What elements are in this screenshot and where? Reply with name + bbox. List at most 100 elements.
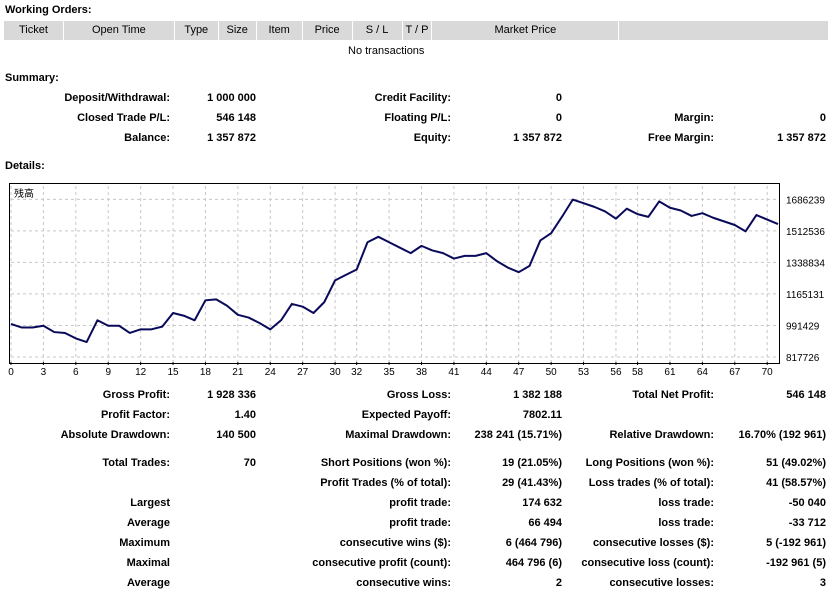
details-value: -192 961 (5) [766, 557, 826, 569]
x-tick-label: 47 [513, 367, 525, 378]
details-value: 3 [819, 577, 826, 589]
summary-label: Free Margin: [647, 132, 714, 144]
summary-value: 1 357 872 [207, 132, 256, 144]
details-label: Short Positions (won %): [320, 457, 451, 469]
x-tick-label: 27 [297, 367, 309, 378]
details-value: 5 (-192 961) [766, 537, 826, 549]
details-value: 140 500 [216, 429, 256, 441]
x-tick-label: 6 [73, 367, 79, 378]
summary-value: 546 148 [216, 112, 256, 124]
summary-label: Credit Facility: [374, 92, 451, 104]
x-tick-label: 70 [762, 367, 774, 378]
summary-value: 1 357 872 [513, 132, 562, 144]
x-tick-label: 35 [384, 367, 396, 378]
orders-column-header[interactable]: T / P [402, 21, 433, 40]
details-value: 6 (464 796) [505, 537, 562, 549]
summary-label: Deposit/Withdrawal: [64, 92, 170, 104]
x-tick-label: 67 [729, 367, 741, 378]
details-label: Profit Trades (% of total): [320, 477, 451, 489]
x-tick-label: 53 [578, 367, 590, 378]
x-tick-label: 56 [610, 367, 622, 378]
summary-value: 1 000 000 [207, 92, 256, 104]
y-tick-label: 1338834 [786, 258, 825, 269]
details-label: Absolute Drawdown: [60, 429, 170, 441]
details-value: 29 (41.43%) [502, 477, 562, 489]
orders-column-header[interactable]: Price [302, 21, 353, 40]
details-label: consecutive losses: [609, 577, 714, 589]
details-label: loss trade: [658, 517, 714, 529]
details-label: consecutive profit (count): [312, 557, 451, 569]
details-value: 70 [243, 457, 256, 469]
summary-value: 0 [555, 112, 562, 124]
summary-label: Closed Trade P/L: [77, 112, 170, 124]
details-label: Expected Payoff: [361, 409, 451, 421]
orders-column-header[interactable]: Item [256, 21, 303, 40]
x-tick-label: 21 [232, 367, 244, 378]
x-tick-label: 0 [8, 367, 14, 378]
details-label: consecutive wins: [356, 577, 451, 589]
details-label: profit trade: [389, 497, 451, 509]
y-tick-label: 1512536 [786, 227, 825, 238]
details-label: Profit Factor: [100, 409, 170, 421]
x-tick-label: 24 [265, 367, 277, 378]
details-label: Total Trades: [102, 457, 170, 469]
details-value: 2 [555, 577, 562, 589]
details-value: 41 (58.57%) [766, 477, 826, 489]
orders-column-header[interactable]: Ticket [4, 21, 64, 40]
summary-value: 0 [555, 92, 562, 104]
x-tick-label: 64 [697, 367, 709, 378]
balance-chart-frame [9, 183, 780, 364]
working-orders-title: Working Orders: [5, 4, 92, 16]
details-label: consecutive losses ($): [592, 537, 714, 549]
details-label: consecutive loss (count): [581, 557, 714, 569]
x-tick-label: 9 [105, 367, 111, 378]
x-tick-label: 50 [546, 367, 558, 378]
details-value: 1.40 [234, 409, 256, 421]
details-label: Maximal [126, 557, 170, 569]
x-tick-label: 58 [632, 367, 644, 378]
details-value: 1 928 336 [207, 389, 256, 401]
x-tick-label: 32 [351, 367, 363, 378]
details-value: 51 (49.02%) [766, 457, 826, 469]
balance-chart: 0 3 6 9 12 15 18 21 24 27 30 32 35 38 41 44 47 50 53 56 58 61… [8, 186, 825, 378]
y-tick-label: 1165131 [786, 290, 825, 301]
x-tick-label: 44 [481, 367, 493, 378]
details-value: 174 632 [522, 497, 562, 509]
x-tick-label: 30 [330, 367, 342, 378]
orders-column-header[interactable]: Size [218, 21, 257, 40]
details-title: Details: [5, 160, 45, 172]
orders-column-header[interactable]: Market Price [432, 21, 620, 40]
chart-title: 残高 [14, 187, 34, 200]
details-label: Maximal Drawdown: [345, 429, 451, 441]
details-label: Maximum [119, 537, 170, 549]
details-value: -33 712 [788, 517, 826, 529]
details-label: Loss trades (% of total): [588, 477, 714, 489]
details-label: profit trade: [389, 517, 451, 529]
details-label: Total Net Profit: [632, 389, 714, 401]
summary-label: Balance: [124, 132, 170, 144]
details-value: 7802.11 [522, 409, 562, 421]
details-value: 546 148 [786, 389, 826, 401]
x-tick-label: 18 [200, 367, 212, 378]
details-value: -50 040 [788, 497, 826, 509]
orders-column-header[interactable] [619, 21, 829, 40]
details-value: 238 241 (15.71%) [474, 429, 562, 441]
orders-column-header[interactable]: Type [174, 21, 219, 40]
details-value: 1 382 188 [513, 389, 562, 401]
y-tick-label: 1686239 [786, 195, 825, 206]
summary-value: 0 [819, 112, 826, 124]
orders-column-header[interactable]: S / L [352, 21, 403, 40]
details-value: 19 (21.05%) [502, 457, 562, 469]
orders-empty-text: No transactions [348, 45, 425, 57]
x-tick-label: 61 [664, 367, 676, 378]
details-value: 16.70% (192 961) [738, 429, 826, 441]
orders-column-header[interactable]: Open Time [63, 21, 175, 40]
details-value: 464 796 (6) [505, 557, 562, 569]
x-tick-label: 3 [41, 367, 47, 378]
x-tick-label: 12 [135, 367, 147, 378]
summary-label: Margin: [674, 112, 714, 124]
summary-label: Equity: [413, 132, 451, 144]
details-label: Long Positions (won %): [585, 457, 714, 469]
y-tick-label: 817726 [786, 353, 820, 364]
